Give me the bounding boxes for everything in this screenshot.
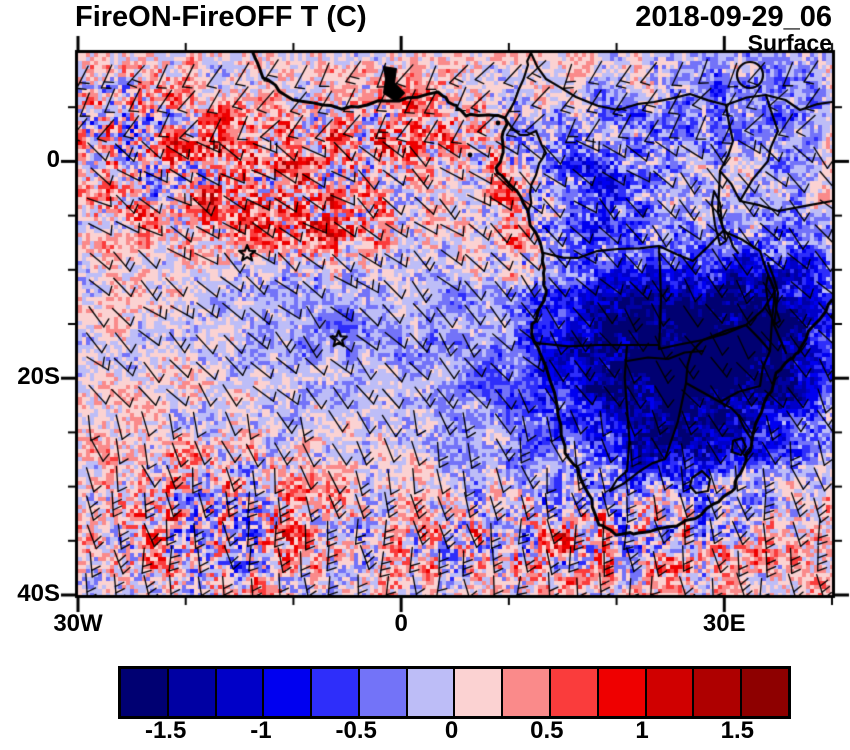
- colorbar-cell: [453, 669, 502, 716]
- lat-tick-label: 20S: [17, 363, 60, 391]
- colorbar-cell: [121, 669, 167, 716]
- plot-title: FireON-FireOFF T (C): [75, 1, 367, 33]
- lon-tick-label: 0: [394, 610, 408, 637]
- colorbar-tick-label: 0.5: [530, 717, 564, 744]
- lat-tick-label: 40S: [17, 579, 60, 607]
- colorbar-tick-label: -1: [250, 717, 272, 744]
- colorbar-tick-label: 1: [635, 717, 649, 744]
- colorbar: [118, 666, 791, 719]
- colorbar-cell: [501, 669, 550, 716]
- colorbar-cell: [740, 669, 788, 716]
- colorbar-tick-label: 0: [444, 717, 459, 744]
- colorbar-cell: [310, 669, 358, 716]
- colorbar-tick-label: -1.5: [144, 717, 187, 744]
- colorbar-tick-label: 1.5: [720, 717, 755, 744]
- colorbar-cell: [549, 669, 597, 716]
- colorbar-cell: [692, 669, 741, 716]
- colorbar-cell: [644, 669, 693, 716]
- colorbar-cell: [357, 669, 406, 716]
- lat-tick-label: 0: [46, 146, 60, 174]
- colorbar-cell: [214, 669, 263, 716]
- datetime-label: 2018-09-29_06: [635, 1, 832, 33]
- colorbar-tick-label: -0.5: [335, 717, 377, 744]
- colorbar-cell: [166, 669, 215, 716]
- lon-tick-label: 30W: [53, 610, 103, 637]
- level-label: Surface: [747, 30, 832, 56]
- colorbar-cell: [596, 669, 645, 716]
- lon-tick-label: 30E: [702, 610, 746, 637]
- colorbar-cell: [405, 669, 454, 716]
- colorbar-cell: [262, 669, 311, 716]
